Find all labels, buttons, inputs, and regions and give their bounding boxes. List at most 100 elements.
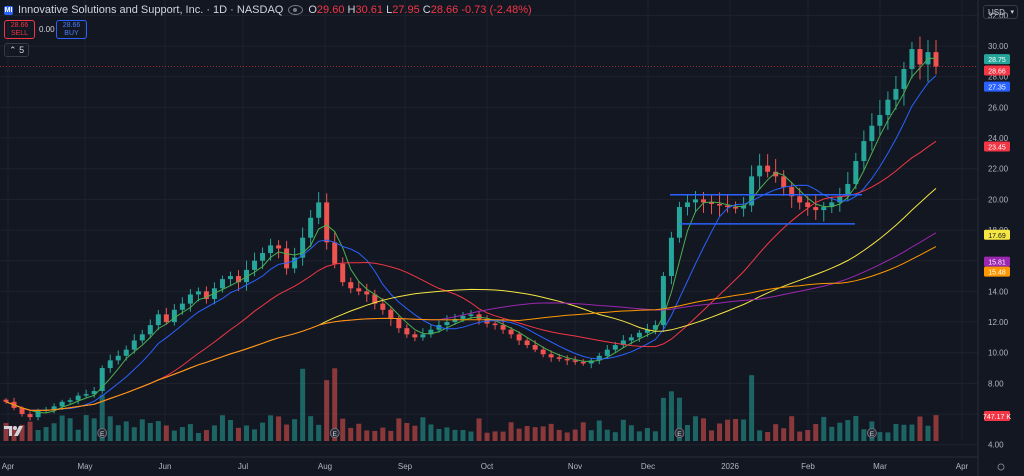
moving-average-line (5, 246, 937, 411)
candle-body (139, 334, 145, 341)
candle-body (244, 269, 250, 283)
candle-body (147, 325, 153, 335)
price-tag-label: 15.48 (988, 270, 1006, 277)
candle-body (676, 207, 682, 238)
volume-bar (660, 397, 666, 441)
volume-bar (236, 427, 241, 441)
candle-body (179, 303, 185, 310)
symbol-title[interactable]: Innovative Solutions and Support, Inc. ·… (18, 4, 284, 16)
candle-body (155, 314, 161, 326)
eye-icon[interactable] (288, 5, 304, 15)
candle-body (893, 88, 899, 100)
candle-body (717, 203, 723, 206)
volume-bar (75, 429, 81, 441)
candle-body (428, 329, 434, 335)
candle-body (308, 217, 314, 238)
candle-body (115, 355, 121, 361)
y-tick-label: 10.00 (988, 349, 1009, 358)
candle-body (909, 49, 915, 70)
candle-body (83, 394, 89, 396)
volume-bar (548, 423, 554, 441)
currency-select[interactable]: USD ▾ (983, 5, 1018, 19)
candle-body (620, 340, 626, 346)
y-tick-label: 14.00 (988, 287, 1009, 296)
candle-body (861, 141, 867, 162)
candle-body (348, 282, 354, 289)
candle-body (660, 276, 666, 326)
volume-bar (179, 427, 185, 441)
volume-bar (91, 418, 97, 441)
candle-body (877, 115, 883, 126)
volume-bar (67, 418, 73, 441)
candle-body (452, 318, 458, 323)
volume-bar (452, 429, 458, 441)
volume-bar (516, 428, 522, 441)
candle-body (516, 334, 522, 341)
candle-body (340, 263, 346, 283)
earnings-marker-label: E (870, 431, 875, 438)
tradingview-logo-icon[interactable] (4, 424, 26, 438)
volume-bar (492, 431, 498, 441)
candle-body (604, 349, 610, 356)
candle-body (324, 202, 330, 243)
candle-body (107, 360, 113, 369)
gear-icon (997, 463, 1005, 471)
volume-bar (596, 420, 602, 441)
volume-bar (588, 430, 594, 441)
volume-bar (885, 432, 891, 441)
candle-body (781, 176, 787, 188)
volume-bar (468, 431, 474, 441)
candle-body (219, 279, 225, 289)
candle-body (821, 207, 827, 211)
candle-body (749, 176, 755, 206)
volume-bar (829, 426, 835, 441)
volume-bar (676, 397, 682, 441)
candle-body (548, 354, 554, 358)
volume-bar (316, 424, 322, 441)
y-tick-label: 8.00 (988, 379, 1004, 388)
volume-bar (725, 419, 731, 441)
candle-body (845, 184, 851, 197)
volume-bar (580, 422, 586, 441)
candle-body (99, 368, 105, 392)
volume-bar (652, 431, 658, 441)
volume-bar (35, 430, 41, 441)
candle-body (332, 242, 338, 264)
candle-body (628, 337, 634, 341)
earnings-marker-label: E (333, 431, 338, 438)
volume-bar (572, 429, 578, 441)
volume-bar (925, 425, 931, 441)
volume-bar (203, 430, 209, 441)
earnings-marker-label: E (100, 431, 105, 438)
volume-bar (83, 415, 89, 441)
volume-bar (332, 368, 338, 441)
sell-button[interactable]: 28.66 SELL (4, 20, 35, 39)
earnings-marker (97, 428, 108, 438)
volume-bar (821, 416, 827, 441)
volume-bar (797, 431, 803, 441)
volume-bar (901, 424, 907, 441)
volume-bar (292, 419, 298, 441)
candle-body (757, 165, 763, 177)
chart-legend: MI Innovative Solutions and Support, Inc… (4, 4, 532, 16)
volume-bar (636, 431, 642, 441)
candle-body (187, 294, 193, 304)
candle-body (51, 406, 57, 410)
y-tick-label: 30.00 (988, 42, 1009, 51)
volume-bar (324, 380, 330, 441)
price-tag (984, 141, 1010, 152)
earnings-marker (674, 428, 685, 438)
x-tick-label: 2026 (721, 462, 739, 471)
volume-bar (476, 418, 482, 441)
volume-bar (612, 432, 618, 441)
candle-body (356, 288, 362, 292)
y-tick-label: 12.00 (988, 318, 1009, 327)
candle-body (412, 334, 418, 338)
indicators-toggle[interactable]: ⌃ 5 (4, 43, 30, 57)
candle-body (532, 345, 538, 350)
buy-button[interactable]: 28.66 BUY (56, 20, 87, 39)
volume-bar (556, 429, 562, 441)
volume-bar (805, 430, 811, 441)
